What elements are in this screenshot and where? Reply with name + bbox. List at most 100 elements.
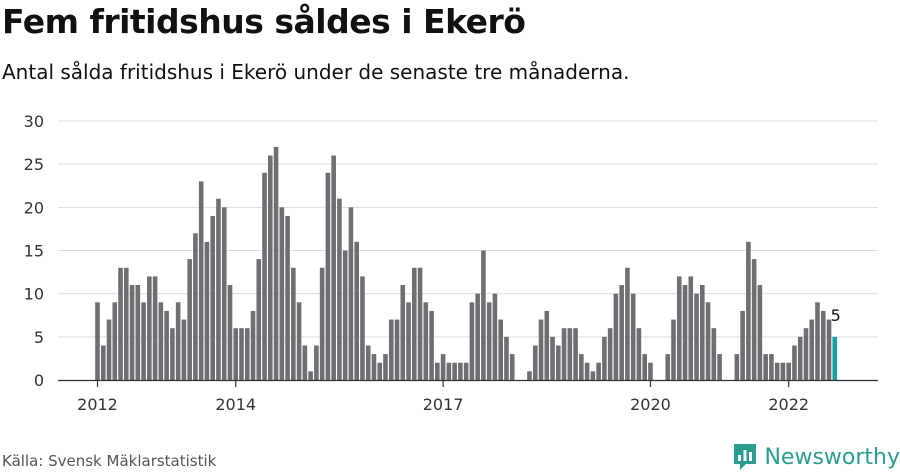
- x-tick-label: 2012: [77, 395, 118, 414]
- bar: [532, 345, 538, 380]
- page-title: Fem fritidshus såldes i Ekerö: [2, 2, 526, 41]
- bar: [412, 267, 417, 380]
- bar: [820, 310, 826, 380]
- bar: [734, 354, 740, 380]
- bar: [198, 181, 204, 380]
- bar: [492, 293, 498, 380]
- bar: [792, 345, 797, 380]
- page-subtitle: Antal sålda fritidshus i Ekerö under de …: [2, 60, 630, 84]
- bar: [193, 233, 198, 380]
- bar: [216, 198, 221, 380]
- bar: [239, 328, 244, 380]
- bar: [337, 198, 342, 380]
- bar: [354, 241, 359, 380]
- bar: [279, 207, 285, 380]
- bar: [596, 362, 601, 380]
- bar: [613, 293, 619, 380]
- bar: [417, 267, 423, 380]
- data-label-latest: 5: [831, 306, 841, 325]
- bar: [187, 259, 192, 380]
- bar: [688, 276, 694, 380]
- bar: [100, 345, 106, 380]
- bar: [181, 319, 187, 380]
- bar: [590, 371, 596, 380]
- bar: [394, 319, 400, 380]
- bar: [164, 310, 169, 380]
- bar: [112, 302, 118, 380]
- bar: [319, 267, 325, 380]
- bar: [769, 354, 774, 380]
- bar: [360, 276, 365, 380]
- bar: [774, 362, 780, 380]
- brand-name: Newsworthy: [764, 444, 900, 470]
- data-labels: 5: [831, 306, 841, 325]
- bar: [561, 328, 567, 380]
- bar: [423, 302, 429, 380]
- bar: [233, 328, 239, 380]
- bar: [757, 285, 763, 380]
- bar: [147, 276, 152, 380]
- bar: [682, 285, 688, 380]
- bars: [95, 146, 838, 380]
- highlighted-bar: [832, 336, 838, 380]
- y-tick-label: 0: [34, 371, 44, 390]
- bar: [95, 302, 100, 380]
- y-tick-label: 15: [24, 242, 44, 261]
- bar: [694, 293, 699, 380]
- bar: [809, 319, 815, 380]
- bar: [498, 319, 503, 380]
- bar: [308, 371, 313, 380]
- bar: [797, 336, 803, 380]
- x-axis: 2012 2014 2017 2020 2022: [58, 379, 878, 414]
- bar: [486, 302, 492, 380]
- x-tick-label: 2017: [423, 395, 464, 414]
- y-tick-label: 25: [24, 155, 44, 174]
- bar: [268, 155, 273, 380]
- y-tick-label: 10: [24, 285, 44, 304]
- bar: [348, 207, 354, 380]
- x-tick-label: 2022: [768, 395, 809, 414]
- bar: [210, 215, 215, 380]
- source-note: Källa: Svensk Mäklarstatistik: [2, 452, 217, 470]
- bar: [158, 302, 164, 380]
- bar: [124, 267, 129, 380]
- bar: [452, 362, 457, 380]
- bar: [527, 371, 532, 380]
- bar: [135, 285, 141, 380]
- bar: [538, 319, 544, 380]
- bar: [630, 293, 636, 380]
- bar: [803, 328, 809, 380]
- bar: [504, 336, 509, 380]
- brand-logo: Newsworthy: [732, 441, 900, 473]
- bar: [314, 345, 319, 380]
- bar: [325, 172, 331, 380]
- x-tick-label: 2020: [630, 395, 671, 414]
- bar: [619, 285, 624, 380]
- newsworthy-logo-icon: [734, 444, 757, 470]
- bar: [717, 354, 722, 380]
- bar: [170, 328, 175, 380]
- bar: [221, 207, 227, 380]
- bar: [365, 345, 371, 380]
- bar: [815, 302, 820, 380]
- y-axis-ticks: 0 5 10 15 20 25 30: [24, 112, 44, 390]
- bar: [463, 362, 469, 380]
- bar: [740, 310, 745, 380]
- bar: [763, 354, 768, 380]
- bar: [440, 354, 446, 380]
- bar: [481, 250, 486, 380]
- bar: [573, 328, 578, 380]
- bar: [544, 310, 550, 380]
- bar: [446, 362, 452, 380]
- y-tick-label: 20: [24, 198, 44, 217]
- bar: [435, 362, 440, 380]
- bar: [642, 354, 647, 380]
- bar: [331, 155, 336, 380]
- bar: [406, 302, 411, 380]
- bar: [141, 302, 146, 380]
- bar: [377, 362, 383, 380]
- bar: [175, 302, 181, 380]
- bar: [607, 328, 613, 380]
- bar: [826, 319, 832, 380]
- bar: [786, 362, 791, 380]
